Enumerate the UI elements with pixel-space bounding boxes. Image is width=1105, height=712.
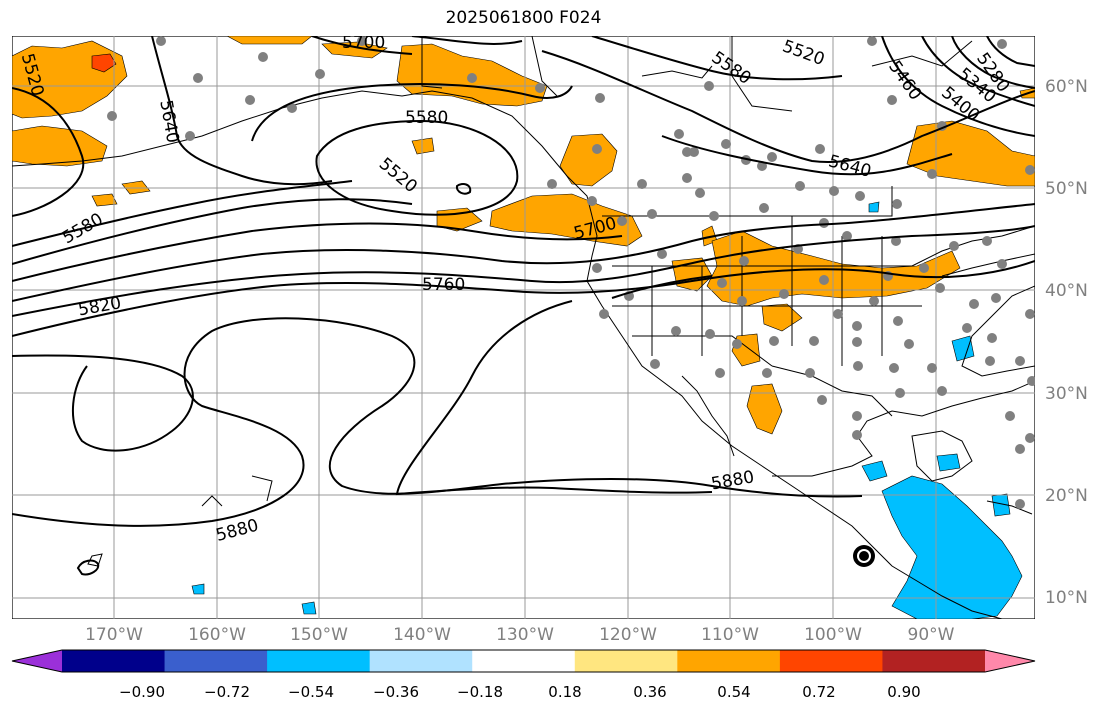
colorbar-label-1: −0.90 <box>119 683 165 701</box>
coastlines <box>11 35 1036 620</box>
observation-stations <box>107 36 1037 509</box>
colorbar-label-7: 0.36 <box>633 683 667 701</box>
colorbar-label-8: 0.54 <box>717 683 751 701</box>
colorbar-label-5: −0.18 <box>457 683 503 701</box>
colorbar-outline <box>11 649 1036 673</box>
colorbar-segment <box>164 650 268 672</box>
contour-label-5700-top: 5700 <box>342 36 385 53</box>
lon-label-170w: 170°W <box>85 625 143 645</box>
map-panel[interactable]: 5700 5520 5640 5580 5520 5580 5820 5760 … <box>11 33 1037 620</box>
lon-label-100w: 100°W <box>804 625 862 645</box>
colorbar-segment <box>677 650 781 672</box>
colorbar-segment <box>267 650 371 672</box>
lon-label-130w: 130°W <box>496 625 554 645</box>
lat-label-20n: 20°N <box>1045 486 1088 506</box>
strong-anomaly-area <box>91 53 117 73</box>
lon-label-140w: 140°W <box>393 625 451 645</box>
colorbar-label-9: 0.72 <box>802 683 836 701</box>
colorbar-segment <box>472 650 576 672</box>
lat-label-10n: 10°N <box>1045 588 1088 608</box>
colorbar-segments <box>11 649 1036 673</box>
colorbar-segment <box>779 650 883 672</box>
colorbar <box>11 649 1036 673</box>
map-svg: 5700 5520 5640 5580 5520 5580 5820 5760 … <box>11 33 1037 620</box>
lon-label-120w: 120°W <box>599 625 657 645</box>
lon-label-110w: 110°W <box>701 625 759 645</box>
colorbar-extend-low <box>12 650 62 672</box>
lat-label-40n: 40°N <box>1045 281 1088 301</box>
lat-label-60n: 60°N <box>1045 77 1088 97</box>
lon-label-150w: 150°W <box>290 625 348 645</box>
contour-label-5760: 5760 <box>422 275 465 295</box>
graticule <box>12 36 1035 619</box>
lat-label-30n: 30°N <box>1045 384 1088 404</box>
colorbar-label-4: −0.36 <box>373 683 419 701</box>
negative-anomaly-areas <box>191 201 1023 620</box>
contour-label-5580-top: 5580 <box>405 108 448 128</box>
colorbar-segment <box>882 650 986 672</box>
colorbar-segment <box>369 650 473 672</box>
colorbar-label-3: −0.54 <box>288 683 334 701</box>
colorbar-label-10: 0.90 <box>887 683 921 701</box>
colorbar-label-2: −0.72 <box>204 683 250 701</box>
map-title: 2025061800 F024 <box>445 8 602 28</box>
lon-label-90w: 90°W <box>907 625 955 645</box>
height-contours <box>11 35 1036 576</box>
colorbar-extend-high <box>985 650 1035 672</box>
lat-label-50n: 50°N <box>1045 179 1088 199</box>
lon-label-160w: 160°W <box>188 625 246 645</box>
colorbar-segment <box>62 650 166 672</box>
colorbar-label-6: 0.18 <box>548 683 582 701</box>
low-center-marker <box>853 545 875 567</box>
colorbar-segment <box>574 650 678 672</box>
